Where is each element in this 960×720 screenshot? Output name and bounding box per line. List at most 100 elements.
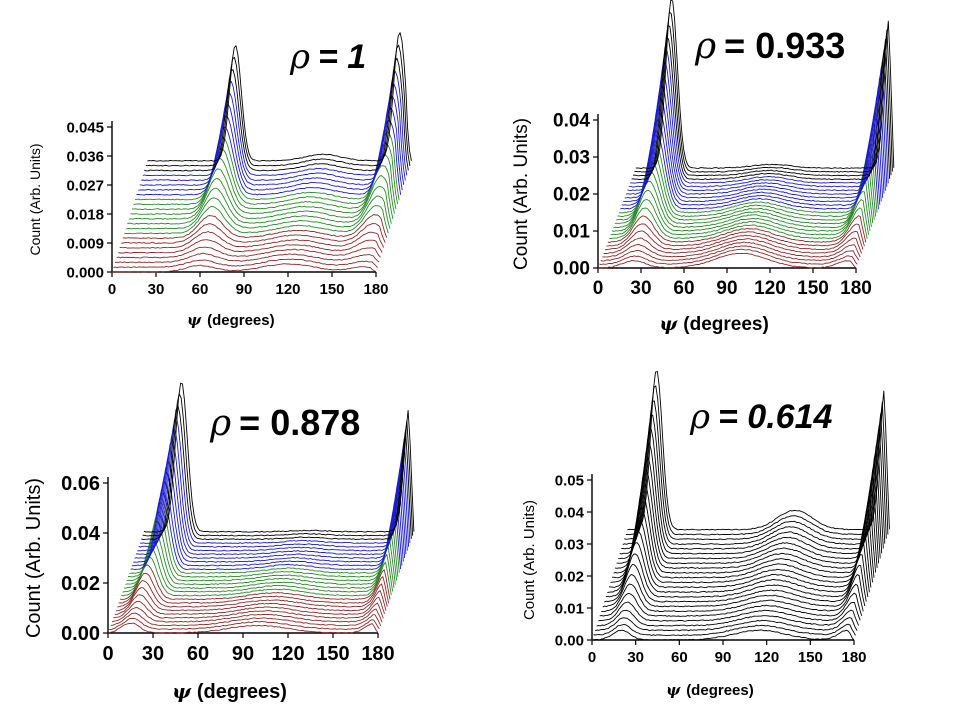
series-trace [610,199,870,236]
series-trace [121,556,392,597]
series-trace [127,511,399,578]
x-axis-symbol: ψ [666,681,681,699]
series-trace [625,85,885,195]
x-axis-symbol: ψ [187,311,202,329]
series-trace [623,108,882,203]
y-tick-label: 0.06 [61,473,100,495]
rho-symbol: ρ [289,37,310,77]
series-trace [625,385,889,536]
y-tick-label: 0.02 [555,568,584,585]
y-tick-label: 0.00 [553,259,590,280]
series-trace [612,507,875,579]
series-trace [115,252,380,264]
y-axis-title: Count (Arb. Units) [23,478,45,638]
series-trace [599,592,863,617]
y-tick-label: 0.018 [66,206,104,223]
series-trace [139,96,405,186]
panel-title: ρ = 1 [289,37,366,77]
series-trace [604,563,867,603]
series-trace [620,130,879,210]
series-trace [591,629,855,641]
series-trace [630,50,889,184]
x-tick-label: 180 [841,649,866,666]
series-trace [123,539,395,589]
rho-value: = 0.614 [718,398,832,436]
series-trace [109,617,380,630]
series-trace [603,237,863,254]
rho-value: = 0.933 [724,25,845,66]
x-axis-title: ψ (degrees) [187,311,275,329]
series-trace [628,62,888,188]
x-tick-label: 150 [316,643,349,665]
x-tick-label: 150 [319,281,344,298]
series-trace [616,469,880,565]
y-tick-label: 0.000 [66,264,104,281]
series-trace [613,180,872,229]
series-trace [127,186,392,225]
rho-symbol: ρ [694,26,716,67]
y-tick-label: 0.04 [555,504,585,521]
rho-symbol: ρ [689,397,710,437]
series-trace [116,246,381,259]
series-trace [130,492,402,571]
series-trace [131,481,403,567]
x-tick-label: 150 [797,278,829,299]
series-trace [602,241,861,258]
y-axis-title: Count (Arb. Units) [521,500,538,620]
series-trace [114,594,386,615]
series-trace [624,97,884,199]
series-trace [135,131,400,201]
y-tick-label: 0.01 [553,222,590,243]
series-trace [144,57,409,172]
x-tick-label: 30 [142,643,164,665]
series-trace [610,519,873,584]
series-trace [134,461,406,559]
series-trace [115,587,387,612]
panel-rho-0878: 0.00 0.02 0.04 0.06 0 30 60 90 120 150 180 Count (A… [23,382,415,703]
y-tick-label: 0.00 [555,632,584,649]
series-trace [122,547,394,593]
panel-rho-1: 0.000 0.009 0.018 0.027 0.036 0.045 0 30 60 90 120… [27,32,412,329]
series-trace [621,119,881,206]
x-tick-label: 120 [754,278,786,299]
y-tick-label: 0.045 [66,119,104,136]
series-trace [606,223,865,247]
series-trace [145,44,411,167]
x-axis-symbol: ψ [659,313,678,335]
series-trace [107,622,379,634]
series-trace [113,600,384,619]
series-trace [604,230,864,251]
x-tick-label: 180 [363,281,388,298]
series-trace [142,71,408,177]
x-tick-label: 120 [275,281,300,298]
x-axis-title: ψ (degrees) [659,313,768,335]
x-axis-unit: (degrees) [207,312,275,329]
series-trace [596,609,860,627]
x-tick-label: 30 [627,649,644,666]
y-axis-title: Count (Arb. Units) [27,143,43,255]
y-tick-label: 0.02 [61,573,100,595]
series-trace [611,190,871,232]
series-trace [124,205,389,235]
y-tick-label: 0.02 [553,185,590,206]
panel-rho-0933: 0.00 0.01 0.02 0.03 0.04 0 30 60 90 120 150 180 Coun… [511,0,895,335]
series-trace [112,263,377,273]
x-axis-unit: (degrees) [197,681,287,703]
panel-rho-0614: 0.00 0.01 0.02 0.03 0.04 0.05 0 30 60 90 120 150 180… [521,371,890,699]
series-trace [621,428,884,550]
series-trace [113,258,378,269]
series-trace [119,231,385,249]
series-trace [125,195,391,230]
series-trace [137,438,408,552]
series-trace [618,456,881,560]
y-tick-label: 0.01 [555,600,584,617]
series-trace [133,471,404,563]
series-trace [138,428,410,548]
y-tick-label: 0.00 [61,623,100,645]
x-axis-title: ψ (degrees) [666,681,754,699]
series-trace [141,405,412,541]
x-axis-title: ψ (degrees) [172,679,287,703]
y-tick-label: 0.03 [553,148,590,169]
y-tick-label: 0.03 [555,536,584,553]
series-trace [601,583,864,613]
